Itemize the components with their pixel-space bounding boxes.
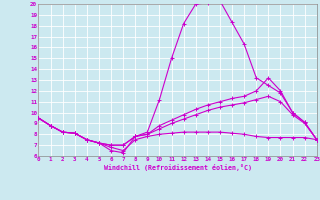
X-axis label: Windchill (Refroidissement éolien,°C): Windchill (Refroidissement éolien,°C) — [104, 164, 252, 171]
